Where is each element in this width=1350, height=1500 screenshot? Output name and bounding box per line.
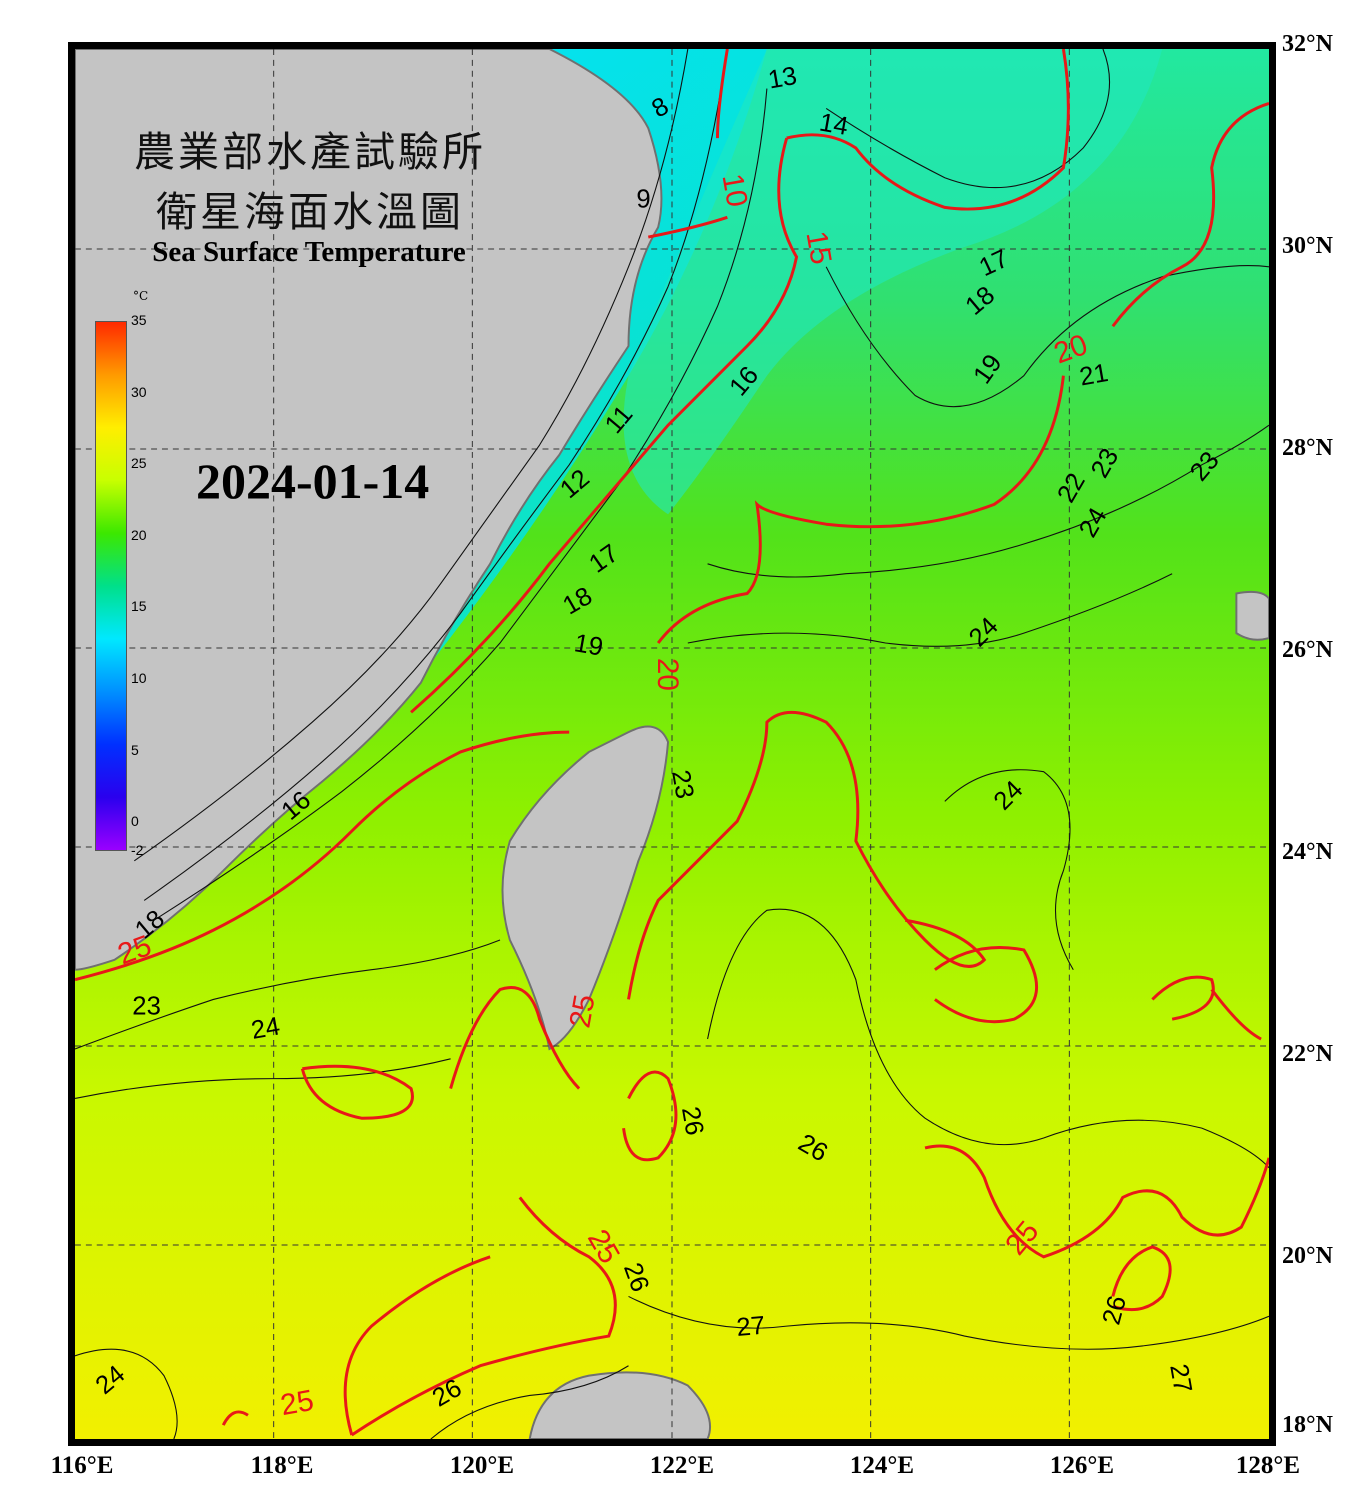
- latitude-label: 32°N: [1282, 31, 1333, 57]
- latitude-label: 24°N: [1282, 839, 1333, 865]
- title-chinese-line2: 衛星海面水溫圖: [156, 188, 464, 236]
- colorbar-tick-label: 0: [131, 813, 139, 830]
- contour-label: 23: [666, 768, 699, 801]
- contour-label: 9: [636, 185, 650, 213]
- isotherms-red: [75, 49, 1269, 1437]
- contour-label: 27: [1164, 1362, 1197, 1395]
- latitude-label: 22°N: [1282, 1041, 1333, 1067]
- offshore-cyan-water: [623, 49, 1163, 515]
- latitude-label: 18°N: [1282, 1412, 1333, 1438]
- contour-label: 23: [132, 992, 161, 1020]
- longitude-label: 118°E: [250, 1452, 314, 1479]
- latitude-label: 20°N: [1282, 1243, 1333, 1269]
- title-english: Sea Surface Temperature: [152, 236, 466, 268]
- date-label: 2024-01-14: [196, 453, 430, 509]
- contour-label-red: 25: [278, 1384, 316, 1422]
- lat-lon-grid: [75, 49, 1269, 1439]
- longitude-label: 116°E: [50, 1452, 114, 1479]
- land-luzon: [528, 1371, 712, 1439]
- colorbar-unit: °C: [133, 289, 149, 303]
- longitude-label: 120°E: [449, 1452, 515, 1479]
- colorbar-tick-label: 25: [131, 455, 147, 472]
- contour-label: 13: [766, 62, 799, 95]
- latitude-label: 26°N: [1282, 637, 1333, 663]
- colorbar-tick-label: 15: [131, 598, 147, 615]
- contour-label: 24: [249, 1012, 282, 1045]
- longitude-label: 128°E: [1235, 1452, 1301, 1479]
- contour-label: 14: [817, 108, 850, 141]
- contour-label-red: 15: [800, 229, 838, 267]
- sst-map-canvas: 8 9 11 12 13 14 16 17 18 19 17 18 19 21 …: [75, 49, 1269, 1439]
- sst-map[interactable]: 8 9 11 12 13 14 16 17 18 19 17 18 19 21 …: [68, 42, 1276, 1446]
- colorbar-tick-label: 5: [131, 741, 139, 758]
- land-ryukyu: [1235, 590, 1269, 641]
- contour-label: 26: [676, 1105, 709, 1138]
- isotherms-black: [75, 49, 1269, 1439]
- colorbar-tick-label: 10: [131, 670, 147, 687]
- land-china: [75, 49, 663, 971]
- land-taiwan: [501, 725, 670, 1051]
- colorbar-tick-label: -2: [131, 842, 144, 858]
- contour-label-red: 20: [651, 658, 684, 691]
- contour-label-red: 10: [716, 171, 754, 209]
- colorbar: [95, 321, 127, 851]
- longitude-label: 126°E: [1049, 1452, 1115, 1479]
- latitude-label: 28°N: [1282, 435, 1333, 461]
- contour-label-red: 25: [563, 992, 601, 1030]
- title-chinese-line1: 農業部水產試驗所: [134, 128, 486, 176]
- latitude-label: 30°N: [1282, 233, 1333, 259]
- colorbar-tick-label: 35: [131, 312, 147, 328]
- contour-label: 27: [735, 1312, 766, 1342]
- longitude-label: 124°E: [849, 1452, 915, 1479]
- longitude-label: 122°E: [649, 1452, 715, 1479]
- contour-label: 21: [1077, 359, 1110, 392]
- colorbar-tick-label: 30: [131, 383, 147, 400]
- colorbar-tick-label: 20: [131, 526, 147, 543]
- contour-label: 19: [572, 629, 605, 662]
